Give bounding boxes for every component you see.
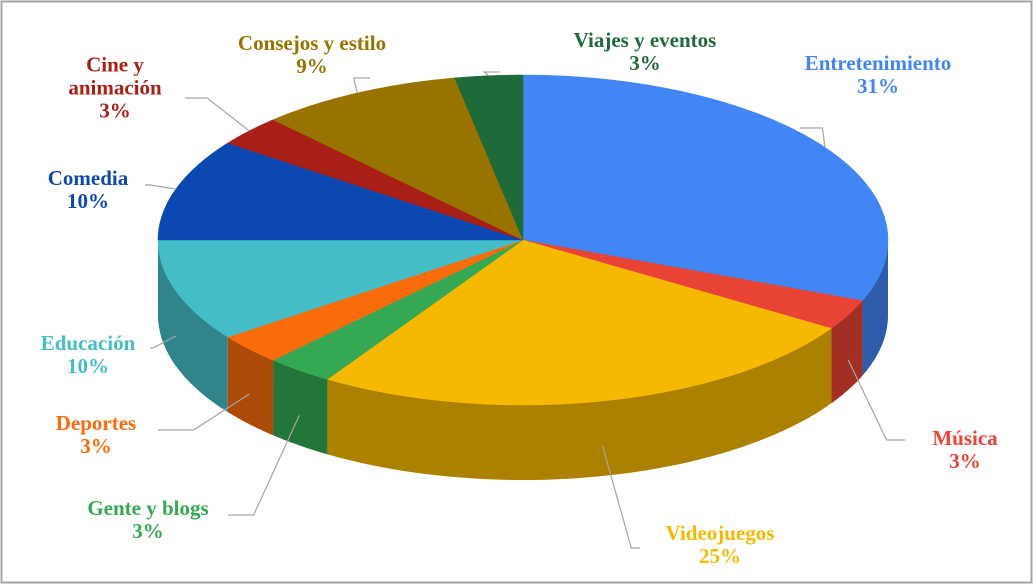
slice: [272, 239, 524, 380]
slice: [522, 239, 863, 329]
category-label: Gente y blogs: [87, 496, 209, 520]
slice-side: [273, 360, 328, 455]
slice-side-shade: [273, 360, 328, 455]
category-label: Comedia: [47, 166, 129, 190]
slice-side: [327, 328, 832, 480]
leader-line: [847, 359, 905, 441]
category-label: Deportes: [55, 411, 137, 435]
value-label: 3%: [949, 449, 981, 473]
leader-line: [482, 71, 500, 77]
slice-side: [831, 300, 863, 404]
slice-side-shade: [862, 240, 888, 376]
slice-side: [227, 337, 274, 436]
slice: [522, 74, 889, 301]
category-label: Educación: [40, 331, 136, 355]
slice-side-shade: [327, 328, 832, 480]
slice: [454, 74, 524, 241]
leader-line: [352, 77, 370, 94]
leader-line: [145, 184, 176, 190]
data-label: Consejos y estilo 9%: [232, 32, 392, 78]
slice-side-shade: [158, 240, 228, 412]
category-label: Entretenimiento: [804, 51, 952, 75]
data-label: Videojuegos 25%: [635, 522, 805, 568]
slice-side: [158, 240, 228, 412]
slice: [227, 119, 524, 241]
data-label: Cine y animación 3%: [45, 52, 185, 123]
value-label: 31%: [857, 74, 899, 98]
leader-line: [602, 445, 640, 549]
value-label: 10%: [67, 189, 109, 213]
data-label: Gente y blogs 3%: [48, 497, 248, 543]
data-label: Comedia 10%: [18, 167, 158, 213]
data-label: Deportes 3%: [21, 412, 171, 458]
data-label: Música 3%: [905, 427, 1025, 473]
value-label: 25%: [699, 544, 741, 568]
slice: [157, 142, 524, 241]
slice: [326, 239, 832, 406]
slice-side: [862, 240, 888, 376]
value-label: 3%: [132, 519, 164, 543]
value-label: 10%: [67, 354, 109, 378]
value-label: 3%: [99, 98, 131, 123]
slice: [227, 239, 524, 361]
data-label: Entretenimiento 31%: [768, 52, 988, 98]
leader-line: [150, 335, 177, 349]
slice-side-shade: [831, 300, 863, 404]
category-label: Cine y animación: [68, 52, 162, 100]
slice: [157, 239, 524, 338]
slice-side-shade: [227, 337, 274, 436]
value-label: 3%: [80, 434, 112, 458]
data-label: Educación 10%: [18, 332, 158, 378]
slice: [272, 77, 524, 241]
category-label: Consejos y estilo: [237, 31, 387, 55]
leader-line: [800, 127, 826, 148]
category-label: Música: [932, 426, 998, 450]
data-label: Viajes y eventos 3%: [530, 29, 760, 75]
leader-line: [185, 97, 250, 132]
leader-line: [228, 415, 300, 516]
category-label: Viajes y eventos: [573, 28, 717, 52]
leader-line: [158, 393, 250, 431]
value-label: 3%: [629, 51, 661, 75]
value-label: 9%: [296, 54, 328, 78]
category-label: Videojuegos: [665, 521, 775, 545]
